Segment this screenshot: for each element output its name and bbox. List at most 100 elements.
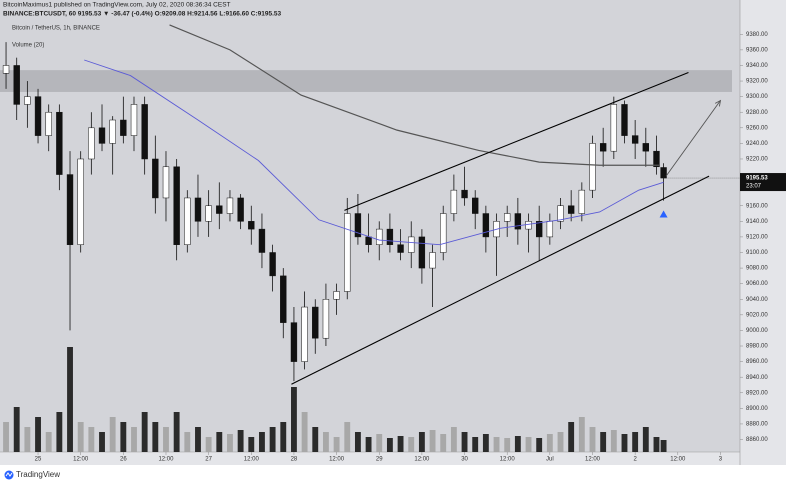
candle-body — [578, 189, 586, 214]
y-tick-label: 8940.00 — [746, 375, 768, 381]
volume-bar — [67, 347, 73, 452]
candle-body — [440, 213, 447, 253]
volume-bar — [120, 422, 127, 452]
x-tick-label: 12:00 — [244, 457, 260, 463]
volume-bar — [269, 427, 276, 452]
volume-bar — [312, 427, 319, 452]
candle-body — [354, 213, 362, 238]
y-tick-label: 9260.00 — [746, 125, 768, 131]
x-tick-label: 27 — [205, 457, 212, 463]
volume-bar — [376, 434, 383, 452]
x-tick-label: 30 — [461, 457, 468, 463]
candle-body — [408, 236, 415, 253]
plot-background — [0, 0, 740, 452]
candle-body — [141, 104, 148, 160]
projection-arrow — [665, 100, 721, 177]
candle-body — [301, 306, 308, 362]
volume-bar — [333, 437, 340, 452]
candle-body — [226, 197, 234, 214]
volume-bar — [45, 432, 52, 452]
volume-bar — [35, 417, 41, 452]
candle-body — [514, 213, 522, 230]
candle-body — [56, 111, 63, 175]
volume-bar — [152, 422, 159, 452]
candle-body — [109, 119, 116, 144]
candle-body — [216, 205, 223, 214]
candle-body — [248, 221, 255, 230]
volume-bar — [216, 432, 223, 452]
candle-body — [34, 96, 42, 136]
volume-bar — [3, 422, 9, 452]
volume-bar — [259, 432, 265, 452]
volume-bar — [536, 438, 543, 452]
moving-average — [169, 24, 661, 166]
volume-bar — [109, 417, 116, 452]
arrow-head — [714, 99, 722, 107]
x-tick-label: 25 — [35, 457, 42, 463]
y-tick-label: 9000.00 — [746, 328, 768, 334]
candle-body — [397, 244, 404, 253]
y-tick-label: 9100.00 — [746, 250, 768, 256]
candle-body — [429, 252, 436, 269]
candle-body — [365, 236, 372, 245]
x-tick-label: Jul — [546, 457, 554, 463]
candle-body — [525, 221, 532, 230]
legend-entry: Volume (20) — [12, 43, 44, 49]
candle-body — [258, 228, 266, 253]
marks — [0, 24, 732, 452]
candle-body — [546, 221, 554, 238]
y-tick-label: 8900.00 — [746, 406, 768, 412]
candle-body — [13, 65, 20, 105]
x-tick-label: 12:00 — [158, 457, 174, 463]
candle-body — [333, 291, 340, 300]
volume-bar — [568, 422, 575, 452]
candle-body — [290, 322, 298, 362]
countdown-label: 23:07 — [746, 184, 762, 190]
volume-bar — [195, 427, 201, 452]
volume-bar — [56, 412, 63, 452]
volume-bar — [642, 427, 649, 452]
candle-body — [24, 96, 31, 105]
volume-bar — [301, 412, 308, 452]
volume-bar — [248, 437, 255, 452]
x-tick-label: 2 — [633, 457, 637, 463]
candle-body — [205, 205, 212, 222]
candle-body — [536, 221, 543, 238]
price-axis — [740, 0, 786, 465]
candle-body — [504, 213, 511, 222]
brand-logo — [4, 470, 14, 480]
candle-body — [88, 127, 95, 160]
candle-body — [450, 189, 458, 214]
candle-body — [280, 275, 287, 323]
brand: TradingView — [16, 470, 60, 479]
candle-body — [653, 150, 660, 168]
volume-bar — [660, 440, 667, 452]
volume-bar — [482, 434, 489, 452]
volume-bar — [291, 387, 297, 452]
y-tick-label: 9240.00 — [746, 141, 768, 147]
trend-line — [291, 175, 710, 385]
volume-bar — [397, 436, 404, 452]
candle-body — [472, 197, 479, 214]
candle-body — [567, 205, 575, 214]
y-tick-label: 9140.00 — [746, 219, 768, 225]
volume-bar — [472, 437, 479, 452]
candle-body — [269, 252, 276, 277]
legend-entry: Bitcoin / TetherUS, 1h, BINANCE — [12, 26, 100, 32]
candle-body — [66, 174, 74, 245]
volume-bar — [24, 427, 31, 452]
volume-bar — [322, 432, 329, 452]
x-tick-label: 12:00 — [670, 457, 686, 463]
x-tick-label: 28 — [291, 457, 298, 463]
y-tick-label: 9220.00 — [746, 157, 768, 163]
volume-bar — [546, 434, 553, 452]
candle-body — [194, 197, 202, 222]
candle-body — [237, 197, 244, 222]
candle-body — [482, 213, 490, 238]
volume-bar — [653, 437, 660, 452]
volume-bar — [461, 432, 468, 452]
y-tick-label: 9340.00 — [746, 63, 768, 69]
candle-body — [322, 299, 330, 339]
last-price-box — [740, 173, 786, 192]
